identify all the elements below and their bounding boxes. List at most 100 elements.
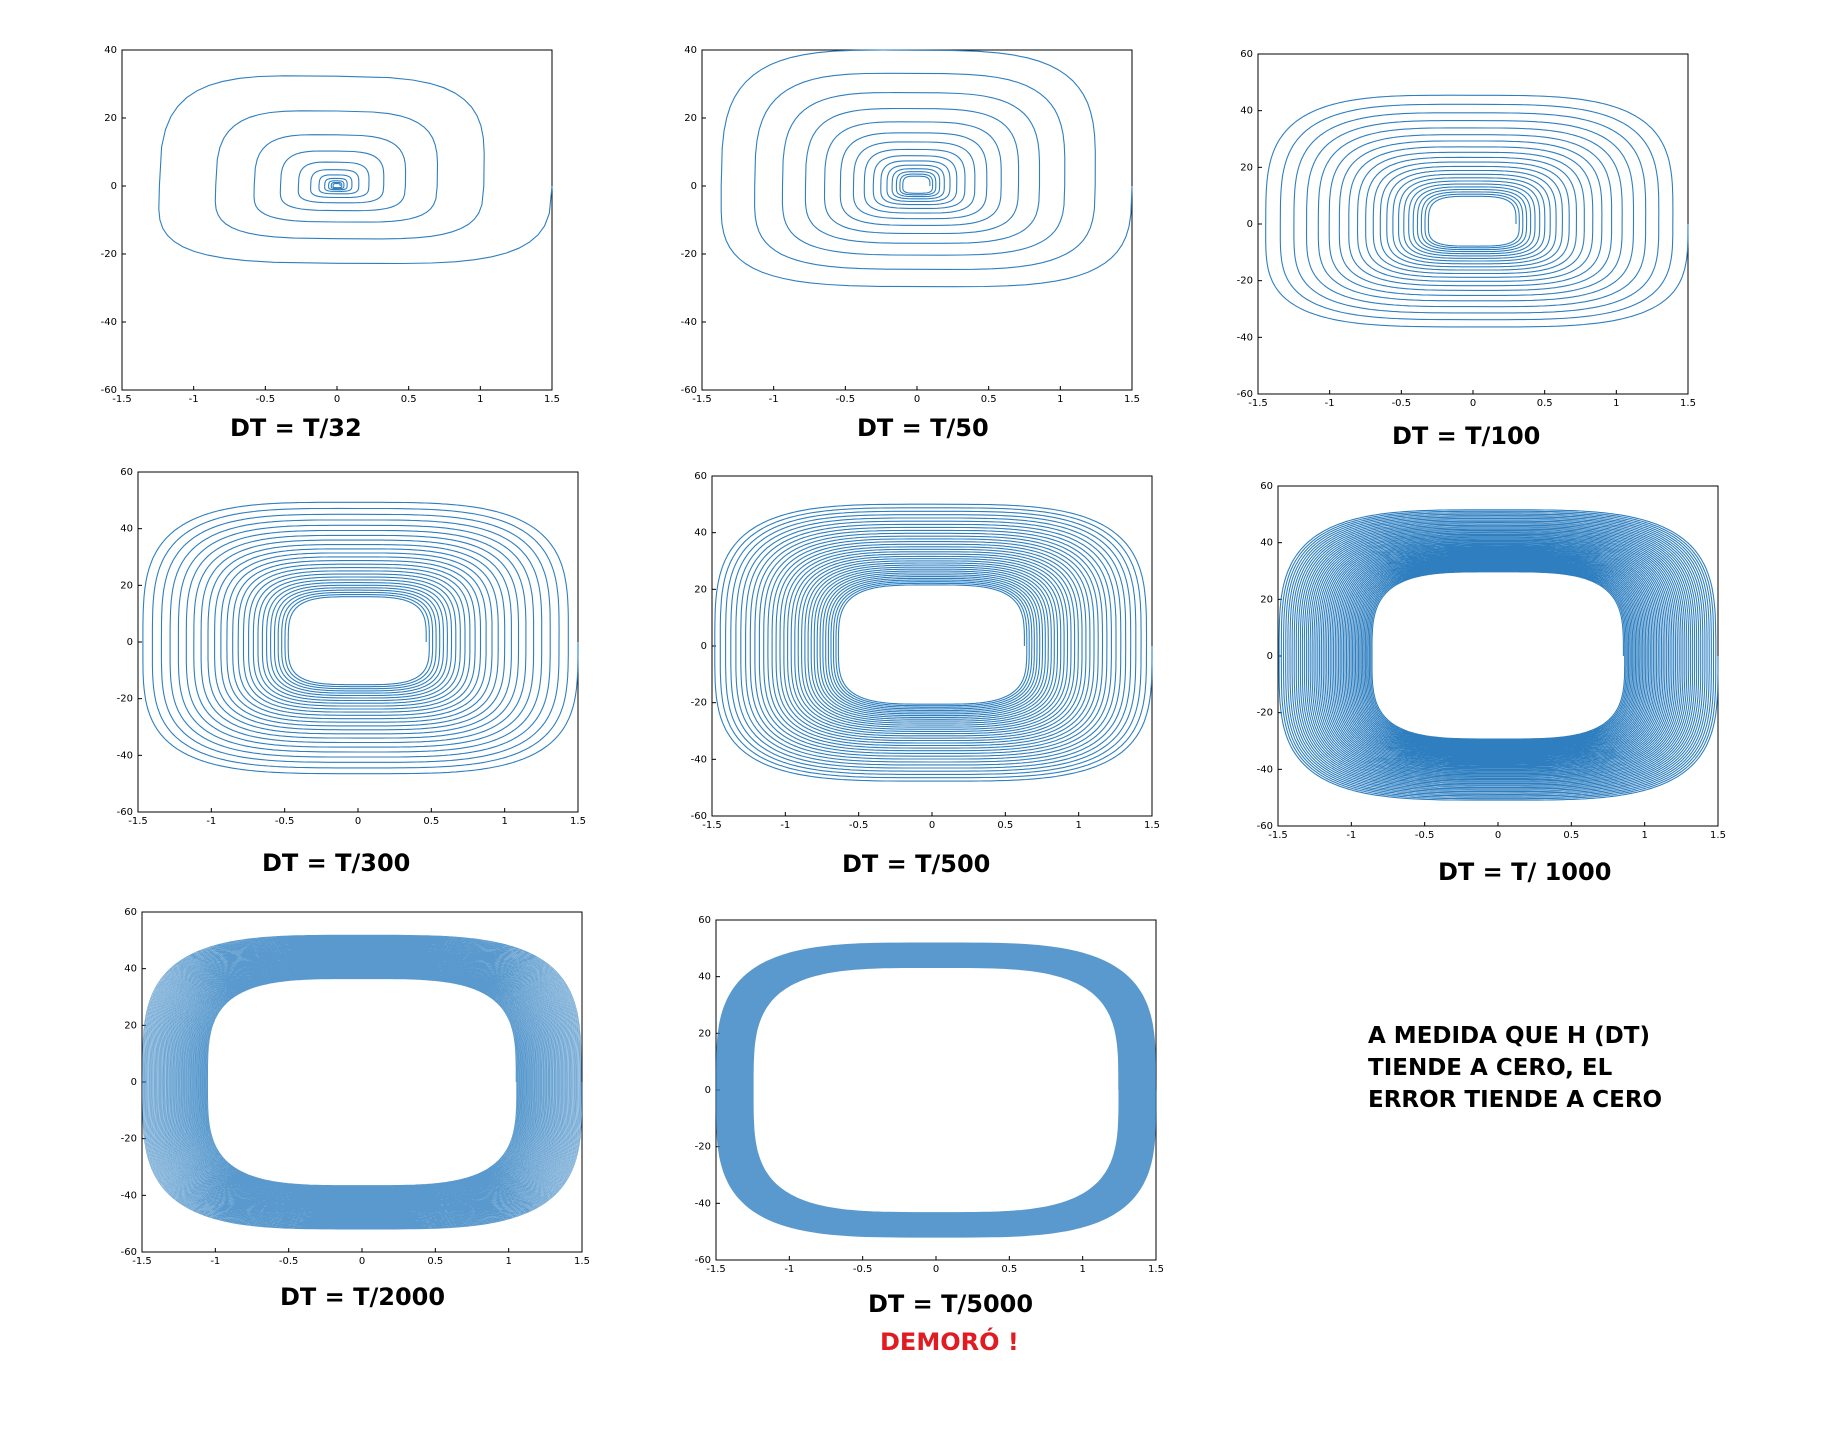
y-tick-label: -20 bbox=[695, 1142, 711, 1153]
x-tick-label: -0.5 bbox=[279, 1256, 299, 1267]
x-tick-label: -1.5 bbox=[1248, 398, 1268, 409]
y-tick-label: 60 bbox=[694, 471, 707, 482]
x-tick-label: 1 bbox=[477, 394, 483, 405]
y-tick-label: -20 bbox=[121, 1134, 137, 1145]
caption-2: DT = T/50 bbox=[857, 414, 989, 442]
y-tick-label: 40 bbox=[1240, 106, 1253, 117]
y-tick-label: 40 bbox=[104, 45, 117, 56]
y-tick-label: 20 bbox=[1240, 162, 1253, 173]
plot-1: -1.5 -1 -0.5 0 0.5 1 1.5 40 20 0 -20 -40 -60 bbox=[101, 45, 560, 405]
y-tick-label: 40 bbox=[124, 964, 137, 975]
plot-6: -1.5 -1 -0.5 0 0.5 1 1.5 60 40 20 0 -20 -40 -60 bbox=[1257, 481, 1726, 841]
y-tick-label: -20 bbox=[117, 694, 133, 705]
y-tick-label: 40 bbox=[684, 45, 697, 56]
y-tick-label: -60 bbox=[117, 807, 133, 818]
y-tick-label: 60 bbox=[1240, 49, 1253, 60]
x-tick-label: 1.5 bbox=[1680, 398, 1696, 409]
x-tick-label: -1.5 bbox=[132, 1256, 152, 1267]
x-tick-label: -1 bbox=[189, 394, 199, 405]
x-tick-label: 0 bbox=[914, 394, 920, 405]
x-tick-label: 0 bbox=[334, 394, 340, 405]
x-tick-label: -1.5 bbox=[128, 816, 148, 827]
x-tick-label: 0.5 bbox=[423, 816, 439, 827]
chart-panel-5: -1.5 -1 -0.5 0 0.5 1 1.5 60 40 20 0 -20 -40 -60 bbox=[690, 471, 1160, 852]
x-tick-label: -1.5 bbox=[706, 1264, 726, 1275]
y-tick-label: 60 bbox=[698, 915, 711, 926]
y-tick-label: -40 bbox=[1257, 764, 1273, 775]
y-tick-label: -40 bbox=[121, 1190, 137, 1201]
x-tick-label: -0.5 bbox=[849, 820, 869, 831]
y-tick-label: 60 bbox=[120, 467, 133, 478]
x-tick-label: -1.5 bbox=[1268, 830, 1288, 841]
y-tick-label: -60 bbox=[121, 1247, 137, 1258]
y-tick-label: 20 bbox=[694, 584, 707, 595]
x-tick-label: 1.5 bbox=[570, 816, 586, 827]
x-tick-label: -1 bbox=[780, 820, 790, 831]
x-tick-label: -1 bbox=[1346, 830, 1356, 841]
x-tick-label: -1 bbox=[784, 1264, 794, 1275]
y-tick-label: 20 bbox=[698, 1028, 711, 1039]
y-tick-label: -20 bbox=[1257, 708, 1273, 719]
x-tick-label: 1 bbox=[501, 816, 507, 827]
y-tick-label: 20 bbox=[1260, 594, 1273, 605]
y-tick-label: 0 bbox=[691, 181, 697, 192]
y-tick-label: 0 bbox=[1247, 219, 1253, 230]
x-tick-label: 0.5 bbox=[981, 394, 997, 405]
x-tick-label: 0 bbox=[1470, 398, 1476, 409]
x-tick-label: -0.5 bbox=[275, 816, 295, 827]
y-tick-label: -60 bbox=[1237, 389, 1253, 400]
y-tick-label: -40 bbox=[681, 317, 697, 328]
x-tick-label: -1.5 bbox=[702, 820, 722, 831]
caption-5: DT = T/500 bbox=[842, 850, 991, 878]
y-tick-label: 0 bbox=[111, 181, 117, 192]
plot-3: -1.5 -1 -0.5 0 0.5 1 1.5 60 40 20 0 -20 -40 -60 bbox=[1237, 49, 1696, 409]
x-tick-label: 1 bbox=[1079, 1264, 1085, 1275]
x-tick-label: -1 bbox=[206, 816, 216, 827]
caption-6: DT = T/ 1000 bbox=[1438, 858, 1612, 886]
x-tick-label: 0.5 bbox=[1001, 1264, 1017, 1275]
y-tick-label: -20 bbox=[101, 249, 117, 260]
note-line-2: TIENDE A CERO, EL bbox=[1368, 1055, 1613, 1081]
y-tick-label: -20 bbox=[691, 698, 707, 709]
x-tick-label: 0.5 bbox=[1563, 830, 1579, 841]
conclusion-note: A MEDIDA QUE H (DT) TIENDE A CERO, EL ER… bbox=[1368, 1020, 1662, 1116]
y-tick-label: -20 bbox=[1237, 276, 1253, 287]
plot-5: -1.5 -1 -0.5 0 0.5 1 1.5 60 40 20 0 -20 -40 -60 bbox=[691, 471, 1160, 831]
x-tick-label: -0.5 bbox=[256, 394, 276, 405]
y-tick-label: 40 bbox=[1260, 538, 1273, 549]
y-tick-label: 0 bbox=[127, 637, 133, 648]
x-tick-label: -0.5 bbox=[1392, 398, 1412, 409]
y-tick-label: -60 bbox=[1257, 821, 1273, 832]
x-tick-label: 0 bbox=[1495, 830, 1501, 841]
trajectory-line bbox=[1265, 94, 1689, 328]
x-tick-label: 0 bbox=[355, 816, 361, 827]
x-tick-label: 1 bbox=[1075, 820, 1081, 831]
x-tick-label: 0 bbox=[359, 1256, 365, 1267]
note-line-1: A MEDIDA QUE H (DT) bbox=[1368, 1023, 1650, 1049]
y-tick-label: 40 bbox=[694, 528, 707, 539]
x-tick-label: 0.5 bbox=[427, 1256, 443, 1267]
note-line-3: ERROR TIENDE A CERO bbox=[1368, 1087, 1663, 1113]
trajectory-line bbox=[158, 75, 553, 265]
x-tick-label: 1.5 bbox=[1124, 394, 1140, 405]
y-tick-label: -40 bbox=[1237, 332, 1253, 343]
plot-8: -1.5 -1 -0.5 0 0.5 1 1.5 60 40 20 0 -20 -40 -60 bbox=[695, 915, 1164, 1275]
y-tick-label: -40 bbox=[695, 1198, 711, 1209]
y-tick-label: 60 bbox=[124, 907, 137, 918]
caption-8: DT = T/5000 bbox=[868, 1290, 1034, 1318]
y-tick-label: 40 bbox=[698, 972, 711, 983]
caption-3: DT = T/100 bbox=[1392, 422, 1541, 450]
y-tick-label: 40 bbox=[120, 524, 133, 535]
trajectory-line bbox=[714, 503, 1153, 782]
y-tick-label: -40 bbox=[101, 317, 117, 328]
x-tick-label: 0.5 bbox=[997, 820, 1013, 831]
x-tick-label: 1.5 bbox=[544, 394, 560, 405]
x-tick-label: -1 bbox=[1325, 398, 1335, 409]
x-tick-label: 0 bbox=[929, 820, 935, 831]
x-tick-label: 1.5 bbox=[1148, 1264, 1164, 1275]
y-tick-label: -40 bbox=[117, 750, 133, 761]
x-tick-label: -1 bbox=[210, 1256, 220, 1267]
x-tick-label: 0 bbox=[933, 1264, 939, 1275]
y-tick-label: 20 bbox=[684, 113, 697, 124]
axes-box bbox=[701, 49, 1133, 391]
